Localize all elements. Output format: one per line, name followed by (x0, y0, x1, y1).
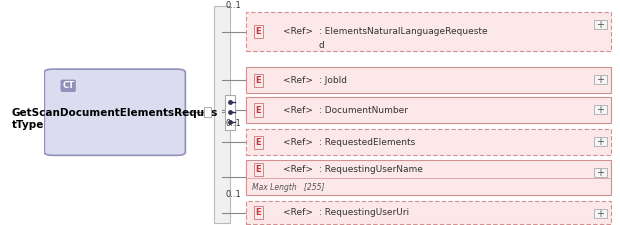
Text: <Ref>: <Ref> (283, 137, 312, 146)
Text: 0..1: 0..1 (225, 1, 241, 10)
Text: E: E (255, 27, 261, 36)
Text: 0..1: 0..1 (225, 119, 241, 128)
Text: +: + (596, 75, 604, 85)
Text: +: + (596, 209, 604, 219)
Text: : ElementsNaturalLanguageRequeste: : ElementsNaturalLanguageRequeste (319, 27, 487, 36)
Text: GetScanDocumentElementsReques
tType: GetScanDocumentElementsReques tType (12, 108, 218, 130)
Bar (594, 20, 607, 29)
Text: Max Length   [255]: Max Length [255] (252, 182, 324, 191)
Bar (594, 168, 607, 177)
FancyBboxPatch shape (246, 12, 611, 51)
Text: <Ref>: <Ref> (283, 27, 312, 36)
Text: E: E (255, 137, 261, 146)
FancyBboxPatch shape (246, 68, 611, 93)
Text: +: + (596, 137, 604, 147)
Text: <Ref>: <Ref> (283, 106, 312, 115)
Text: <Ref>: <Ref> (283, 165, 312, 174)
Text: : RequestingUserName: : RequestingUserName (319, 165, 423, 174)
Bar (594, 105, 607, 114)
Text: : JobId: : JobId (319, 76, 347, 85)
Text: 0..1: 0..1 (225, 190, 241, 199)
Bar (204, 107, 211, 117)
FancyBboxPatch shape (246, 160, 611, 195)
Text: E: E (255, 165, 261, 174)
FancyBboxPatch shape (246, 129, 611, 155)
Bar (594, 209, 607, 218)
Text: E: E (255, 106, 261, 115)
Text: +: + (596, 168, 604, 178)
Text: : RequestingUserUri: : RequestingUserUri (319, 208, 409, 217)
Text: <Ref>: <Ref> (283, 76, 312, 85)
Text: E: E (255, 208, 261, 217)
Bar (594, 137, 607, 146)
Text: : DocumentNumber: : DocumentNumber (319, 106, 408, 115)
Text: +: + (596, 20, 604, 29)
Text: CT: CT (62, 81, 74, 90)
Bar (214, 6, 230, 223)
Bar (225, 94, 236, 130)
FancyBboxPatch shape (246, 97, 611, 123)
Text: E: E (255, 76, 261, 85)
FancyBboxPatch shape (246, 201, 611, 225)
Text: : RequestedElements: : RequestedElements (319, 137, 415, 146)
Text: +: + (596, 105, 604, 115)
FancyBboxPatch shape (44, 69, 185, 155)
Bar (594, 75, 607, 84)
Text: d: d (319, 41, 325, 50)
Text: <Ref>: <Ref> (283, 208, 312, 217)
